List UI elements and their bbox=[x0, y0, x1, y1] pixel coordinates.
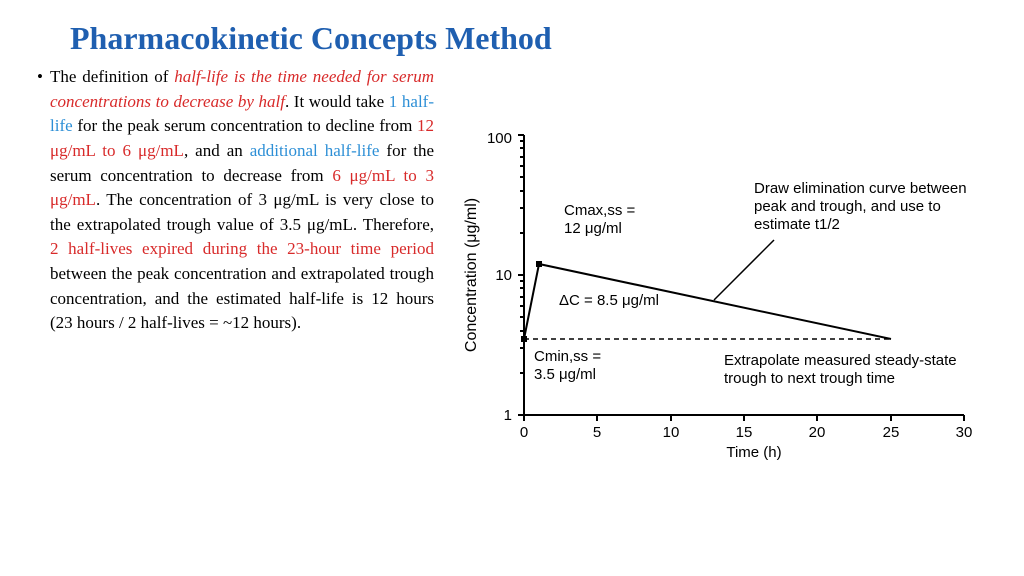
xtick-label: 10 bbox=[663, 424, 680, 441]
cmax-label: Cmax,ss = 12 μg/ml bbox=[564, 202, 639, 237]
txt: , and an bbox=[184, 141, 250, 160]
ytick-label: 10 bbox=[495, 267, 512, 284]
x-axis-label: Time (h) bbox=[726, 444, 781, 461]
txt: between the peak concentration and extra… bbox=[50, 264, 434, 332]
txt: . The concentration of 3 μg/mL is very c… bbox=[50, 190, 434, 234]
ytick-label: 100 bbox=[487, 130, 512, 147]
bullet-text: The definition of half-life is the time … bbox=[50, 65, 434, 336]
bullet-item: • The definition of half-life is the tim… bbox=[30, 65, 434, 336]
xtick-label: 15 bbox=[736, 424, 753, 441]
note1-pointer bbox=[714, 240, 774, 300]
deltac-label: ΔC = 8.5 μg/ml bbox=[559, 292, 659, 309]
note2-label: Extrapolate measured steady-state trough… bbox=[724, 352, 961, 387]
concentration-chart: 1 10 100 bbox=[454, 125, 994, 465]
txt: for the peak serum concentration to decl… bbox=[73, 116, 417, 135]
xtick-label: 5 bbox=[593, 424, 601, 441]
xtick-label: 20 bbox=[809, 424, 826, 441]
xtick-label: 0 bbox=[520, 424, 528, 441]
note1-label: Draw elimination curve between peak and … bbox=[754, 180, 971, 233]
y-axis-label: Concentration (μg/ml) bbox=[463, 198, 480, 352]
chart-svg: 1 10 100 bbox=[454, 125, 994, 465]
text-column: • The definition of half-life is the tim… bbox=[30, 65, 434, 556]
txt-blue: additional half-life bbox=[250, 141, 380, 160]
txt: The definition of bbox=[50, 67, 174, 86]
cmin-label: Cmin,ss = 3.5 μg/ml bbox=[534, 348, 605, 383]
slide: Pharmacokinetic Concepts Method • The de… bbox=[0, 0, 1024, 576]
y-ticks: 1 10 100 bbox=[487, 130, 524, 424]
xtick-label: 25 bbox=[883, 424, 900, 441]
content-area: • The definition of half-life is the tim… bbox=[30, 65, 994, 556]
slide-title: Pharmacokinetic Concepts Method bbox=[70, 20, 994, 57]
xtick-label: 30 bbox=[956, 424, 973, 441]
chart-column: 1 10 100 bbox=[434, 65, 994, 556]
txt-red: 2 half-lives expired during the 23-hour … bbox=[50, 239, 434, 258]
bullet-marker: • bbox=[30, 65, 50, 336]
x-ticks: 0 5 10 15 20 25 30 bbox=[520, 415, 973, 441]
data-point bbox=[536, 261, 542, 267]
txt: . It would take bbox=[285, 92, 389, 111]
ytick-label: 1 bbox=[504, 407, 512, 424]
